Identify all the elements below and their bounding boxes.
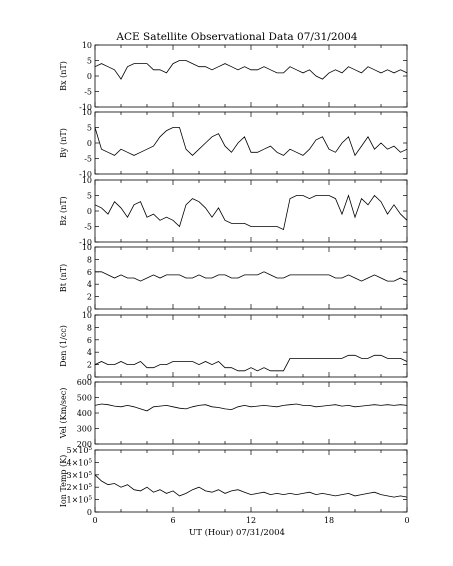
y-tick-label: 600: [77, 378, 92, 387]
y-tick-exponent: 5: [89, 446, 93, 452]
y-tick-label: -5: [84, 223, 92, 232]
series-line: [94, 354, 408, 372]
panel-frame: [94, 449, 408, 513]
panel-frame: [94, 179, 408, 243]
y-axis-label: Bx (nT): [59, 61, 68, 91]
y-tick-label: -5: [84, 88, 92, 97]
panel-7: 5×105 4×105 3×105 2×105 1×105 0 Ion Temp (K): [59, 446, 408, 517]
y-tick-label: 500: [77, 394, 92, 403]
y-tick-label: 3×105: [67, 471, 93, 480]
y-tick-exponent: 5: [89, 458, 93, 464]
y-tick-label: 200: [77, 440, 92, 449]
y-tick-label: 1×105: [67, 496, 93, 505]
panel-2: 10 5 0 -5 -10 By (nT): [59, 108, 408, 179]
y-tick-label: 8: [87, 255, 92, 264]
x-tick-label: 18: [324, 516, 334, 525]
y-tick-label: 5: [87, 192, 92, 201]
series-line: [94, 403, 408, 412]
y-tick-label: 4×105: [67, 458, 93, 467]
y-axis-label: Bt (nT): [59, 264, 68, 292]
y-tick-label: -10: [79, 103, 92, 112]
y-tick-label: 2×105: [67, 483, 93, 492]
x-tick-label: 0: [404, 516, 409, 525]
panel-6: 600 500 400 300 200 Vel (Km/sec): [59, 378, 408, 449]
y-tick-label: 10: [82, 311, 92, 320]
y-tick-label: 0: [87, 373, 92, 382]
y-tick-label: 4: [87, 348, 92, 357]
series-line: [94, 474, 408, 498]
y-tick-label: -10: [79, 238, 92, 247]
y-axis-label: Den (1/cc): [59, 325, 68, 367]
y-axis-label: Ion Temp (K): [59, 455, 68, 508]
y-tick-label: 0: [87, 305, 92, 314]
y-axis-label: Bz (nT): [59, 196, 68, 225]
y-tick-label: 0: [87, 508, 92, 517]
panel-frame: [94, 246, 408, 310]
y-tick-label: 8: [87, 323, 92, 332]
y-tick-label: 5: [87, 124, 92, 133]
y-tick-label: 6: [87, 268, 92, 277]
y-tick-label: 4: [87, 280, 92, 289]
x-axis-label: UT (Hour) 07/31/2004: [189, 527, 285, 538]
x-tick-label: 0: [92, 516, 97, 525]
y-tick-label: 2: [87, 361, 92, 370]
y-tick-label: 0: [87, 72, 92, 81]
x-tick-label: 6: [170, 516, 175, 525]
y-tick-label: -10: [79, 170, 92, 179]
y-tick-label: 6: [87, 336, 92, 345]
panel-frame: [94, 111, 408, 175]
series-line: [95, 271, 408, 282]
y-tick-label: 400: [77, 409, 92, 418]
y-tick-exponent: 5: [89, 483, 93, 489]
y-tick-label: 2: [87, 293, 92, 302]
y-axis-label: Vel (Km/sec): [59, 388, 68, 440]
y-tick-label: -5: [84, 155, 92, 164]
panel-3: 10 5 0 -5 -10 Bz (nT): [59, 176, 408, 247]
y-tick-label: 10: [82, 176, 92, 185]
series-line: [94, 60, 408, 80]
y-tick-label: 10: [82, 41, 92, 50]
y-tick-exponent: 5: [89, 471, 93, 477]
y-axis-label: By (nT): [59, 128, 68, 158]
y-tick-exponent: 5: [89, 496, 93, 502]
y-tick-label: 5: [87, 57, 92, 66]
y-tick-label: 300: [77, 425, 92, 434]
series-line: [94, 194, 408, 231]
panel-frame: [94, 381, 408, 445]
y-tick-label: 10: [82, 243, 92, 252]
panel-group: 10 5 0 -5 -10 Bx (nT) 10 5 0 -5 -10 By (nT) 10 5 0 -5 -1…: [59, 41, 410, 525]
chart-title: ACE Satellite Observational Data 07/31/2…: [115, 31, 357, 43]
y-tick-label: 0: [87, 139, 92, 148]
y-tick-label: 5×105: [67, 446, 93, 455]
y-tick-label: 10: [82, 108, 92, 117]
panel-4: 10 8 6 4 2 0 Bt (nT): [59, 243, 408, 314]
y-tick-label: 0: [87, 207, 92, 216]
series-line: [94, 127, 408, 157]
x-tick-label: 12: [246, 516, 256, 525]
panel-1: 10 5 0 -5 -10 Bx (nT): [59, 41, 408, 112]
panel-5: 10 8 6 4 2 0 Den (1/cc): [59, 311, 408, 382]
panel-frame: [94, 44, 408, 108]
